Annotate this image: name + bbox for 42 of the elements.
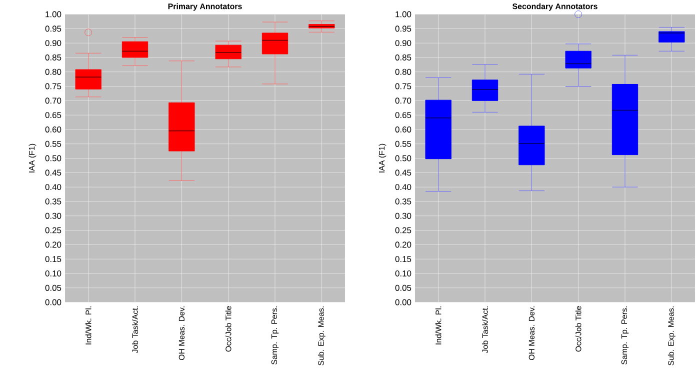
y-tick-label: 0.55 xyxy=(395,140,412,147)
y-tick-label: 0.05 xyxy=(45,284,62,291)
y-tick-label: 0.05 xyxy=(395,284,412,291)
y-tick-label: 0.50 xyxy=(395,155,412,162)
y-tick-label: 0.45 xyxy=(395,170,412,176)
y-tick-label: 0.40 xyxy=(395,184,412,190)
y-tick-label: 0.70 xyxy=(45,98,62,104)
y-tick-label: 0.95 xyxy=(45,26,62,32)
y-tick-label: 0.55 xyxy=(45,140,62,147)
y-tick-label: 0.50 xyxy=(45,155,62,162)
y-tick-label: 0.35 xyxy=(45,198,62,204)
y-tick-label: 0.20 xyxy=(45,242,62,248)
y-tick-label: 1.00 xyxy=(396,11,412,18)
y-tick-label: 0.30 xyxy=(395,212,412,219)
y-tick-label: 0.20 xyxy=(395,242,412,248)
y-tick-label: 0.25 xyxy=(395,227,412,234)
y-tick-label: 0.80 xyxy=(395,68,412,75)
y-tick-label: 0.35 xyxy=(395,198,412,204)
y-tick-label: 0.15 xyxy=(395,256,412,262)
y-tick-label: 0.75 xyxy=(45,83,62,90)
y-tick-label: 0.95 xyxy=(395,26,412,32)
y-tick-label: 0.90 xyxy=(45,40,62,46)
y-tick-label: 0.85 xyxy=(45,54,62,60)
y-tick-label: 0.70 xyxy=(395,98,412,104)
y-tick-label: 0.65 xyxy=(395,112,412,118)
y-tick-label: 0.00 xyxy=(395,299,412,306)
y-tick-label: 0.45 xyxy=(45,170,62,176)
y-tick-label: 0.30 xyxy=(45,212,62,219)
y-tick-label: 0.80 xyxy=(45,68,62,75)
y-tick-label: 0.65 xyxy=(45,112,62,118)
y-tick-label: 1.00 xyxy=(46,11,62,18)
y-tick-label: 0.00 xyxy=(45,299,62,306)
y-tick-label: 0.10 xyxy=(395,270,412,276)
y-tick-label: 0.75 xyxy=(395,83,412,90)
y-tick-label: 0.10 xyxy=(45,270,62,276)
y-tick-label: 0.90 xyxy=(395,40,412,46)
y-tick-label: 0.25 xyxy=(45,227,62,234)
y-tick-label: 0.40 xyxy=(45,184,62,190)
y-tick-label: 0.15 xyxy=(45,256,62,262)
y-tick-label: 0.85 xyxy=(395,54,412,60)
y-tick-label: 0.60 xyxy=(45,126,62,132)
y-tick-label: 0.60 xyxy=(395,126,412,132)
